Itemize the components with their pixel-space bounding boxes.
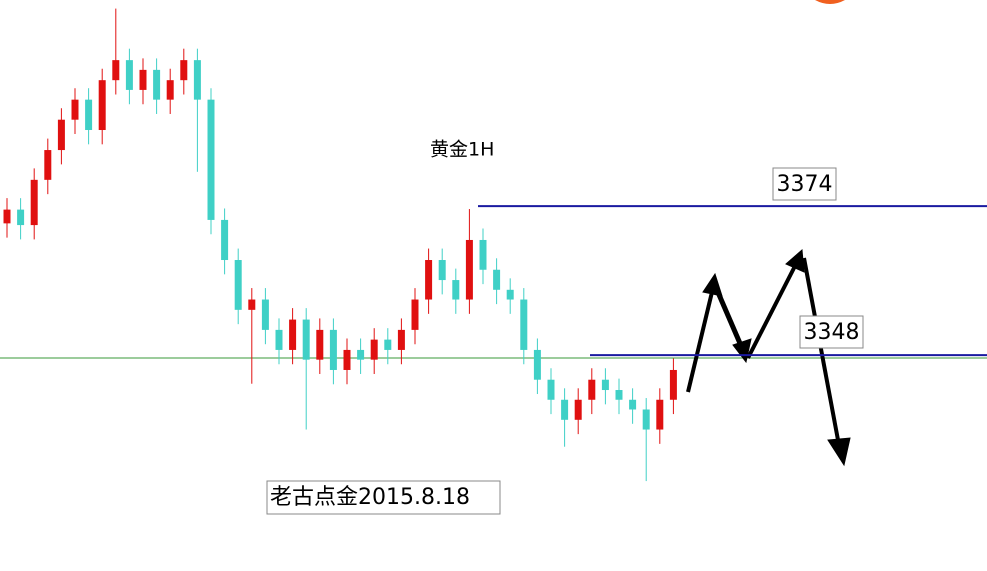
candle-body bbox=[465, 239, 473, 300]
arrow-shaft bbox=[746, 265, 797, 359]
candle-body bbox=[520, 299, 528, 350]
candle-body bbox=[615, 390, 623, 400]
candle-body bbox=[384, 339, 392, 350]
candle-body bbox=[493, 269, 501, 290]
candle-body bbox=[234, 260, 242, 310]
candle-body bbox=[221, 219, 229, 261]
candle-body bbox=[343, 349, 351, 370]
candle-body bbox=[438, 260, 446, 281]
candle-body bbox=[506, 289, 514, 300]
candle-body bbox=[316, 329, 324, 360]
candle-body bbox=[601, 379, 609, 391]
candles bbox=[3, 8, 677, 482]
candle-body bbox=[642, 409, 650, 430]
candle-body bbox=[411, 299, 419, 330]
candle-body bbox=[329, 329, 337, 370]
candle-body bbox=[370, 339, 378, 360]
candle-body bbox=[125, 60, 133, 90]
candle-body bbox=[547, 379, 555, 400]
candle-body bbox=[452, 280, 460, 300]
candle-body bbox=[44, 150, 52, 180]
candle-body bbox=[30, 179, 38, 226]
candle-body bbox=[289, 319, 297, 350]
candle-body bbox=[3, 209, 11, 224]
level-label: 3374 bbox=[777, 172, 833, 197]
candle-body bbox=[275, 329, 283, 350]
candle-body bbox=[397, 329, 405, 350]
candle-body bbox=[153, 69, 161, 100]
level-label-box bbox=[772, 167, 837, 201]
candle-body bbox=[533, 349, 541, 380]
candle-body bbox=[261, 299, 269, 330]
candle-body bbox=[588, 379, 596, 400]
candle-body bbox=[166, 80, 174, 100]
candle-body bbox=[112, 60, 120, 81]
arrow-head bbox=[827, 437, 851, 467]
arrow-shaft bbox=[686, 291, 714, 393]
arrow-shaft bbox=[802, 257, 840, 441]
note-box bbox=[266, 480, 501, 515]
candle-body bbox=[248, 299, 256, 310]
candle-body bbox=[561, 399, 569, 420]
candle-body bbox=[425, 260, 433, 300]
candle-body bbox=[193, 60, 201, 100]
candle-body bbox=[85, 99, 93, 131]
candle-body bbox=[180, 60, 188, 81]
candle-body bbox=[357, 349, 365, 360]
candle-body bbox=[669, 369, 677, 400]
level-label: 3348 bbox=[804, 320, 860, 345]
forecast-arrows bbox=[686, 248, 851, 467]
level-label-box bbox=[799, 315, 864, 349]
arrow-shaft bbox=[714, 289, 745, 349]
candle-body bbox=[57, 119, 65, 151]
candle-body bbox=[629, 399, 637, 410]
chart-title: 黄金1H bbox=[430, 139, 494, 161]
candle-body bbox=[139, 69, 147, 90]
note: 老古点金2015.8.18 bbox=[270, 485, 470, 510]
candle-body bbox=[207, 99, 215, 220]
candle-body bbox=[574, 399, 582, 420]
arrow-head bbox=[732, 338, 752, 364]
candle-body bbox=[71, 99, 79, 120]
candle-body bbox=[302, 319, 310, 360]
logo-fragment bbox=[815, 0, 845, 4]
candle-body bbox=[656, 399, 664, 430]
candle-body bbox=[479, 239, 487, 270]
candle-body bbox=[17, 209, 25, 226]
candle-body bbox=[98, 80, 106, 131]
